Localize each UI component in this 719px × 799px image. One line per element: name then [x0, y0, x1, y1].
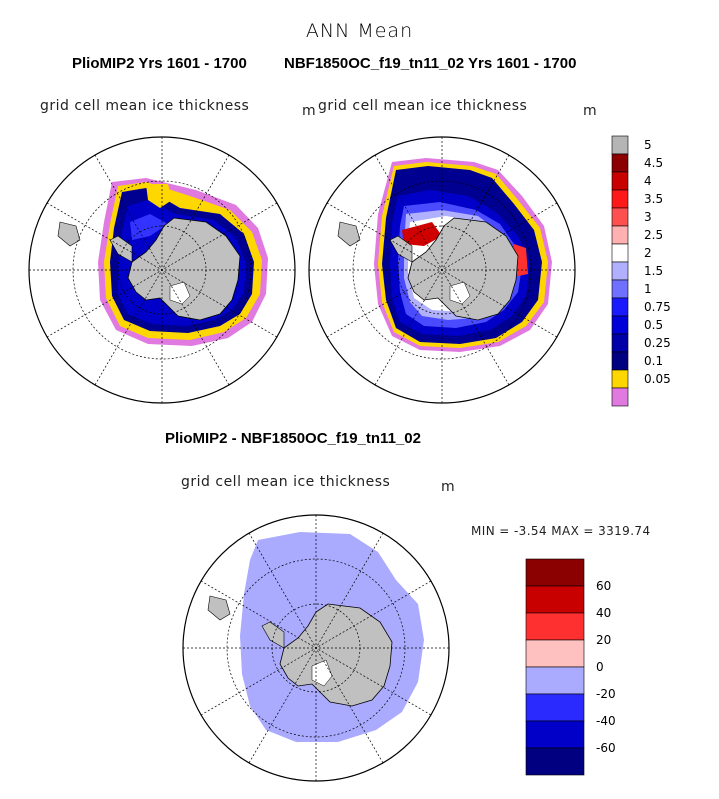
- colorbar-top-label: 0.5: [644, 318, 663, 332]
- right-panel-title: NBF1850OC_f19_tn11_02 Yrs 1601 - 1700: [284, 55, 577, 72]
- right-antarctica: [407, 217, 519, 321]
- left-polar-map: [28, 136, 296, 404]
- colorbar-top-label: 4: [644, 174, 652, 188]
- colorbar-diff-swatch: [525, 612, 585, 641]
- figure-title: ANN Mean: [305, 20, 414, 42]
- left-south-america: [57, 221, 81, 247]
- right-ice-red: [402, 222, 442, 246]
- colorbar-top-swatch: [611, 333, 629, 353]
- left-antarctica: [127, 217, 241, 321]
- colorbar-diff-swatch: [525, 639, 585, 668]
- colorbar-diff-swatch: [525, 666, 585, 695]
- left-field-label: grid cell mean ice thickness: [40, 98, 250, 114]
- diff-polar-map: [182, 514, 450, 782]
- right-field-label: grid cell mean ice thickness: [318, 98, 528, 114]
- diff-south-america: [207, 595, 231, 621]
- colorbar-diff-swatch: [525, 558, 585, 587]
- colorbar-top-label: 2.5: [644, 228, 663, 242]
- colorbar-top-label: 2: [644, 246, 652, 260]
- colorbar-diff-label: -60: [596, 741, 616, 755]
- colorbar-top-label: 4.5: [644, 156, 663, 170]
- colorbar-diff-swatch: [525, 747, 585, 776]
- colorbar-diff-label: 60: [596, 579, 611, 593]
- diff-panel-title: PlioMIP2 - NBF1850OC_f19_tn11_02: [165, 430, 421, 447]
- colorbar-top-label: 0.1: [644, 354, 663, 368]
- colorbar-diff-label: 0: [596, 660, 604, 674]
- diff-unit-label: m: [441, 479, 456, 495]
- right-polar-map: [308, 136, 576, 404]
- colorbar-top-swatch: [611, 243, 629, 263]
- colorbar-diff-swatch: [525, 693, 585, 722]
- left-ice-lightblue: [130, 214, 168, 240]
- colorbar-top-label: 0.25: [644, 336, 671, 350]
- colorbar-top-label: 0.05: [644, 372, 671, 386]
- colorbar-top-swatch: [611, 297, 629, 317]
- colorbar-diff-swatch: [525, 585, 585, 614]
- colorbar-top-swatch: [611, 369, 629, 389]
- colorbar-diff-label: -40: [596, 714, 616, 728]
- colorbar-top-label: 1.5: [644, 264, 663, 278]
- colorbar-diff-label: 40: [596, 606, 611, 620]
- colorbar-top-swatch: [611, 171, 629, 191]
- colorbar-diff: 60 40 20 0 -20 -40 -60: [525, 558, 616, 776]
- colorbar-top-swatch: [611, 135, 629, 155]
- right-ice-shelf: [449, 281, 471, 305]
- colorbar-top-swatch: [611, 261, 629, 281]
- colorbar-top-swatch: [611, 153, 629, 173]
- colorbar-top-swatch: [611, 279, 629, 299]
- colorbar-top-swatch: [611, 207, 629, 227]
- colorbar-top-label: 5: [644, 138, 652, 152]
- colorbar-top-swatch: [611, 351, 629, 371]
- left-ice-shelf: [169, 281, 191, 305]
- right-unit-label: m: [583, 103, 598, 119]
- colorbar-diff-label: -20: [596, 687, 616, 701]
- left-ice-yellow-patch: [146, 184, 172, 208]
- diff-field-label: grid cell mean ice thickness: [181, 474, 391, 490]
- colorbar-top: 5 4.5 4 3.5 3 2.5 2 1.5 1 0.75 0.5 0.25 0.1 0.05: [611, 135, 671, 407]
- colorbar-top-swatch: [611, 387, 629, 407]
- colorbar-diff-swatch: [525, 720, 585, 749]
- colorbar-top-label: 3: [644, 210, 652, 224]
- left-panel-title: PlioMIP2 Yrs 1601 - 1700: [72, 55, 247, 72]
- right-south-america: [337, 221, 361, 247]
- colorbar-top-label: 1: [644, 282, 652, 296]
- left-unit-label: m: [302, 103, 317, 119]
- min-max-readout: MIN = -3.54 MAX = 3319.74: [471, 524, 651, 538]
- colorbar-top-swatch: [611, 189, 629, 209]
- colorbar-top-swatch: [611, 315, 629, 335]
- colorbar-top-label: 3.5: [644, 192, 663, 206]
- colorbar-top-swatch: [611, 225, 629, 245]
- colorbar-top-label: 0.75: [644, 300, 671, 314]
- colorbar-diff-label: 20: [596, 633, 611, 647]
